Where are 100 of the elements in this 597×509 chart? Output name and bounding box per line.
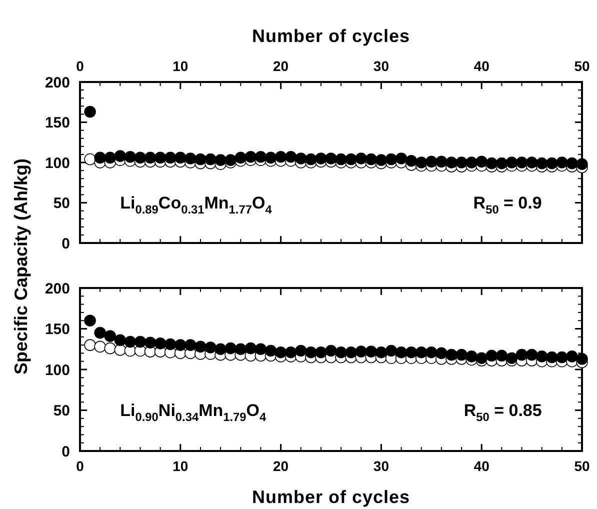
point bbox=[194, 153, 206, 166]
point bbox=[546, 157, 558, 170]
x-tick-label: 0 bbox=[76, 458, 84, 474]
point bbox=[224, 342, 236, 354]
annotation: Li$_{0.90}$Ni$_{0.34}$Mn$_{1.79}$O$_{4}$ bbox=[120, 401, 267, 424]
y-tick-label: 0 bbox=[62, 235, 70, 252]
point bbox=[365, 153, 378, 166]
point bbox=[174, 339, 186, 351]
point bbox=[395, 346, 408, 358]
point bbox=[566, 157, 578, 170]
point bbox=[294, 152, 307, 164]
point bbox=[134, 152, 146, 164]
x-tick-label: 10 bbox=[172, 58, 188, 74]
point bbox=[305, 346, 317, 358]
x-tick-label: 40 bbox=[474, 58, 490, 74]
point bbox=[244, 342, 257, 354]
point bbox=[315, 152, 327, 164]
point bbox=[405, 346, 418, 358]
point bbox=[244, 150, 257, 163]
point bbox=[456, 348, 468, 361]
point bbox=[576, 353, 588, 365]
point bbox=[264, 152, 277, 164]
point bbox=[556, 156, 568, 168]
point bbox=[114, 150, 126, 162]
point bbox=[476, 156, 488, 168]
point bbox=[415, 346, 428, 358]
point bbox=[566, 350, 578, 362]
y-tick-label: 100 bbox=[44, 154, 70, 172]
point bbox=[114, 334, 126, 346]
y-tick-label: 150 bbox=[44, 321, 70, 338]
point bbox=[94, 152, 106, 164]
y-tick-label: 150 bbox=[44, 114, 70, 132]
point bbox=[204, 153, 216, 166]
point bbox=[174, 152, 186, 164]
point bbox=[144, 152, 156, 164]
point bbox=[355, 346, 368, 358]
point bbox=[556, 351, 568, 364]
point bbox=[426, 156, 438, 168]
x-tick-label: 0 bbox=[76, 58, 84, 74]
point bbox=[194, 340, 206, 353]
point bbox=[284, 150, 297, 163]
y-tick-label: 50 bbox=[53, 402, 70, 420]
x-tick-label: 50 bbox=[574, 58, 590, 74]
x-tick-label: 30 bbox=[373, 458, 390, 474]
point bbox=[496, 157, 508, 170]
point bbox=[506, 352, 518, 364]
point bbox=[144, 336, 156, 349]
x-tick-label: 40 bbox=[474, 458, 490, 474]
x-tick-label: 20 bbox=[273, 458, 289, 474]
y-tick-label: 0 bbox=[62, 443, 70, 460]
annotation: R$_{50}$ = 0.9 bbox=[473, 194, 542, 216]
point bbox=[426, 346, 438, 358]
point bbox=[104, 330, 116, 342]
point bbox=[436, 347, 448, 360]
point bbox=[385, 344, 398, 357]
point bbox=[184, 339, 196, 351]
point bbox=[576, 158, 588, 170]
point bbox=[124, 336, 136, 348]
y-axis-title: Specific Capacity (Ah/kg) bbox=[11, 158, 31, 375]
y-tick-label: 50 bbox=[53, 195, 70, 212]
point bbox=[274, 346, 287, 358]
x-axis-title: Number of cycles bbox=[252, 487, 410, 507]
point bbox=[446, 156, 458, 168]
point bbox=[104, 342, 116, 354]
point bbox=[254, 343, 267, 356]
point bbox=[154, 152, 166, 164]
point bbox=[526, 348, 538, 361]
point bbox=[184, 152, 196, 164]
point bbox=[94, 326, 106, 339]
point bbox=[546, 351, 558, 364]
point bbox=[466, 350, 478, 362]
point bbox=[365, 346, 378, 358]
y-tick-label: 100 bbox=[44, 362, 70, 379]
point bbox=[375, 346, 388, 358]
point bbox=[234, 152, 247, 164]
point bbox=[264, 344, 277, 357]
point bbox=[214, 343, 226, 356]
point bbox=[335, 153, 347, 166]
point bbox=[84, 106, 96, 118]
point bbox=[516, 348, 528, 361]
point bbox=[84, 153, 96, 166]
point bbox=[254, 150, 267, 163]
y-tick-label: 200 bbox=[44, 280, 70, 298]
point bbox=[154, 338, 166, 350]
point bbox=[204, 342, 216, 354]
point bbox=[335, 346, 347, 358]
point bbox=[94, 340, 106, 353]
annotation: R$_{50}$ = 0.85 bbox=[464, 401, 542, 424]
x-tick-label: 50 bbox=[574, 458, 590, 474]
point bbox=[446, 348, 458, 361]
point bbox=[224, 154, 236, 166]
point bbox=[536, 350, 548, 362]
point bbox=[436, 156, 448, 168]
point bbox=[375, 154, 388, 166]
point bbox=[104, 152, 116, 164]
annotation: Li$_{0.89}$Co$_{0.31}$Mn$_{1.77}$O$_{4}$ bbox=[120, 194, 272, 216]
point bbox=[315, 346, 327, 358]
point bbox=[164, 338, 176, 350]
point bbox=[325, 152, 337, 164]
point bbox=[325, 344, 337, 357]
